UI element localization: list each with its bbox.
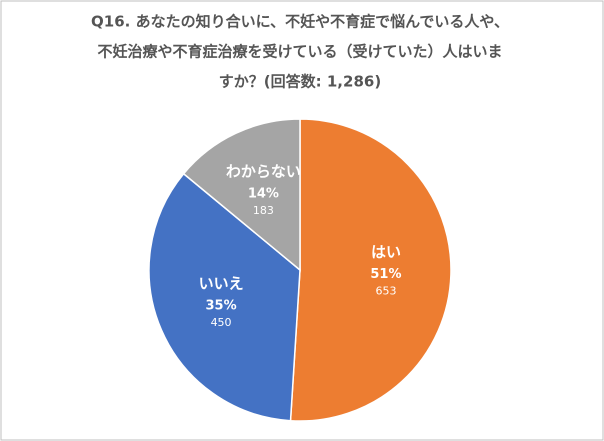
slice-category-label: わからない [226, 163, 301, 181]
pie-slice [148, 172, 301, 422]
slice-count-label: 653 [375, 285, 396, 298]
slice-percent-label: 35% [206, 299, 237, 314]
slice-category-label: いいえ [199, 275, 244, 293]
slice-percent-label: 14% [248, 187, 279, 202]
slice-percent-label: 51% [370, 267, 401, 282]
slice-category-label: はい [371, 243, 401, 261]
chart-title: すか？(回答数: 1,286) [219, 73, 381, 91]
pie-slice [182, 118, 301, 272]
chart-title: Q16. あなたの知り合いに、不妊や不育症で悩んでいる人や、 [91, 13, 509, 31]
slice-count-label: 183 [253, 204, 274, 217]
chart-title: 不妊治療や不育症治療を受けている（受けていた）人はいま [97, 43, 502, 61]
slice-count-label: 450 [211, 316, 232, 329]
pie-slice [289, 118, 452, 422]
